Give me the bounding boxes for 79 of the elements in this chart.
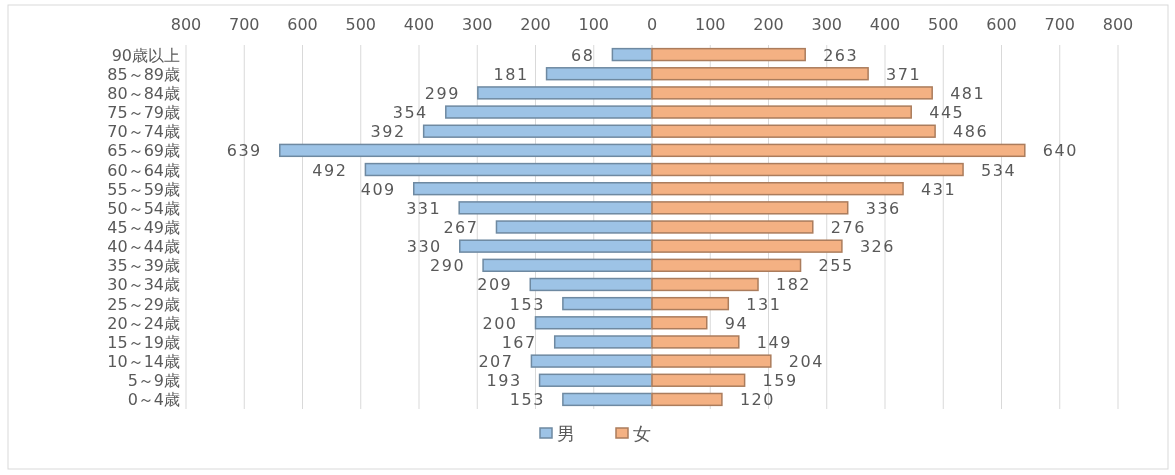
x-tick-label: 300 — [461, 15, 493, 34]
男: 68 181 299 354 392 639 492 409 331 267 330 290 209 153 200 167 207 193 153 — [226, 45, 653, 410]
y-tick-label: 35～39歳 — [107, 256, 180, 276]
data-label: 330 — [406, 237, 442, 257]
data-label: 120 — [739, 390, 775, 410]
x-tick-label: 700 — [1044, 15, 1076, 34]
data-label: 159 — [762, 371, 798, 391]
x-tick-label: 300 — [811, 15, 843, 34]
y-tick-label: 55～59歳 — [107, 179, 180, 199]
data-label: 392 — [370, 122, 406, 142]
x-tick-label: 800 — [170, 15, 202, 34]
x-tick-label: 600 — [287, 15, 318, 34]
y-tick-label: 70～74歳 — [107, 122, 180, 142]
x-tick-label: 500 — [927, 15, 959, 34]
data-label: 209 — [477, 275, 513, 295]
data-label: 371 — [886, 64, 922, 84]
data-label: 326 — [859, 237, 895, 257]
x-tick-label: 500 — [345, 15, 377, 34]
data-label: 181 — [493, 64, 529, 84]
data-label: 200 — [482, 313, 518, 333]
data-label: 167 — [501, 332, 537, 352]
y-tick-label: 85～89歳 — [107, 64, 180, 84]
data-label: 290 — [430, 256, 466, 276]
x-tick-label: 200 — [520, 15, 551, 34]
data-label: 267 — [443, 218, 479, 237]
data-label: 299 — [424, 83, 460, 103]
data-label: 153 — [509, 294, 545, 314]
data-label: 534 — [981, 160, 1017, 180]
y-tick-label: 15～19歳 — [107, 332, 180, 352]
data-label: 207 — [478, 352, 514, 372]
x-tick-label: 400 — [869, 15, 901, 34]
data-label: 276 — [830, 218, 866, 237]
data-label: 492 — [312, 160, 348, 180]
y-tick-label: 75～79歳 — [107, 103, 180, 123]
data-label: 153 — [509, 390, 545, 410]
data-label: 68 — [571, 45, 595, 65]
x-tick-label: 600 — [986, 15, 1017, 34]
y-tick-label: 40～44歳 — [107, 237, 180, 257]
x-tick-label: 800 — [1102, 15, 1134, 34]
data-label: 640 — [1042, 141, 1078, 161]
data-label: 486 — [953, 122, 989, 142]
data-label: 409 — [360, 179, 396, 199]
y-tick-label: 60～64歳 — [107, 160, 180, 180]
x-tick-label: 100 — [694, 15, 726, 34]
legend-label: 女 — [633, 423, 651, 444]
data-label: 354 — [392, 103, 428, 123]
x-tick-label: 400 — [403, 15, 435, 34]
data-label: 94 — [724, 313, 749, 333]
data-label: 431 — [921, 179, 957, 199]
y-tick-label: 65～69歳 — [107, 141, 180, 161]
legend-label: 男 — [557, 423, 575, 444]
x-tick-label: 100 — [578, 15, 610, 34]
x-tick-label: 200 — [753, 15, 784, 34]
data-label: 182 — [776, 275, 812, 295]
y-tick-label: 25～29歳 — [107, 294, 180, 314]
y-tick-label: 0～4歳 — [127, 390, 180, 410]
y-tick-label: 30～34歳 — [107, 275, 180, 295]
x-tick-label: 700 — [228, 15, 260, 34]
data-label: 445 — [929, 103, 965, 123]
x-tick-label: 0 — [646, 15, 658, 34]
data-label: 149 — [756, 332, 792, 352]
data-label: 193 — [486, 371, 522, 391]
data-label: 131 — [746, 294, 782, 314]
data-label: 204 — [788, 352, 824, 372]
data-label: 263 — [823, 45, 859, 65]
bar — [611, 47, 653, 62]
y-tick-label: 45～49歳 — [107, 218, 180, 237]
y-tick-label: 20～24歳 — [107, 313, 180, 333]
y-tick-label: 90歳以上 — [111, 45, 180, 65]
y-tick-label: 5～9歳 — [127, 371, 180, 391]
y-tick-label: 50～54歳 — [107, 198, 180, 218]
data-label: 639 — [226, 141, 262, 161]
data-label: 255 — [818, 256, 854, 276]
data-label: 481 — [950, 83, 986, 103]
y-tick-label: 10～14歳 — [107, 352, 180, 372]
女: 263 371 481 445 486 640 534 431 336 276 326 255 182 131 94 149 204 159 120 — [651, 45, 1078, 410]
data-label: 336 — [865, 198, 901, 218]
y-tick-label: 80～84歳 — [107, 83, 180, 103]
data-label: 331 — [406, 198, 442, 218]
